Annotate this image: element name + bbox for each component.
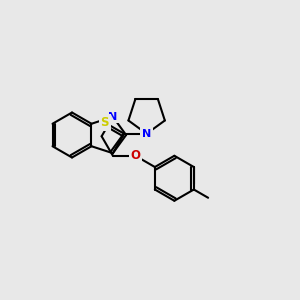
Text: N: N xyxy=(142,129,151,139)
Text: S: S xyxy=(100,116,109,129)
Text: O: O xyxy=(130,149,140,162)
Text: N: N xyxy=(142,129,151,139)
Text: N: N xyxy=(108,112,118,122)
